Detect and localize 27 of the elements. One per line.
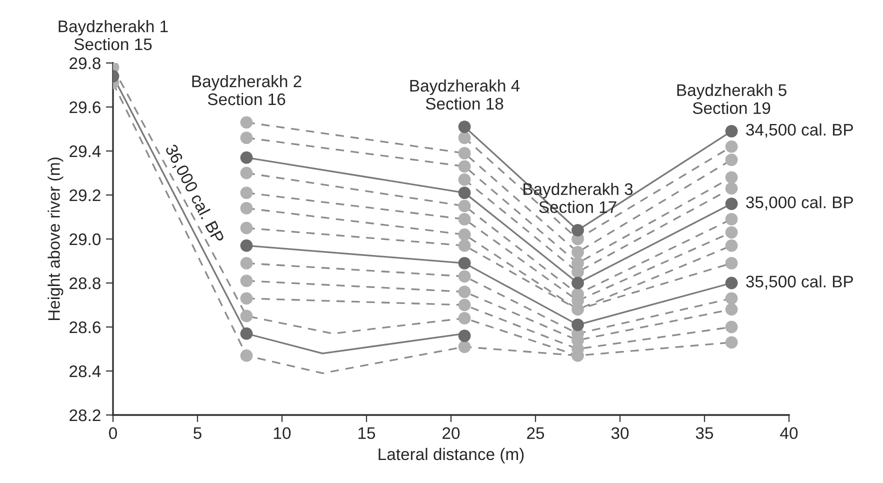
annotation: Baydzherakh 1 Section 15	[58, 20, 168, 50]
annotation: Baydzherakh 5 Section 19	[677, 84, 786, 114]
x-tick-label: 20	[442, 427, 460, 440]
y-axis-title: Height above river (m)	[48, 158, 64, 320]
x-tick-label: 10	[274, 427, 291, 440]
y-tick-label: 29.8	[70, 57, 100, 70]
y-tick-label: 28.8	[70, 277, 100, 290]
annotation: Baydzherakh 2 Section 16	[192, 75, 302, 106]
y-tick-label: 28.4	[70, 365, 101, 378]
y-tick-label: 28.2	[70, 409, 100, 422]
x-tick-label: 40	[780, 427, 798, 440]
x-tick-label: 25	[527, 427, 544, 440]
y-tick-label: 29.0	[70, 233, 101, 246]
y-tick-label: 29.2	[70, 189, 100, 202]
x-tick-label: 0	[109, 427, 117, 440]
x-tick-label: 15	[358, 427, 376, 440]
y-tick-label: 28.6	[70, 321, 100, 334]
x-tick-label: 5	[194, 427, 202, 440]
x-tick-label: 30	[611, 427, 629, 440]
series-label: 35,500 cal. BP	[746, 275, 853, 290]
y-tick-label: 29.6	[70, 101, 100, 114]
series-label: 35,000 cal. BP	[746, 196, 853, 210]
series-label: 34,500 cal. BP	[746, 123, 853, 138]
y-tick-label: 29.4	[70, 145, 101, 158]
x-axis-title: Lateral distance (m)	[378, 448, 524, 464]
annotation: Baydzherakh 4 Section 18	[410, 79, 520, 110]
x-tick-label: 35	[696, 427, 714, 440]
